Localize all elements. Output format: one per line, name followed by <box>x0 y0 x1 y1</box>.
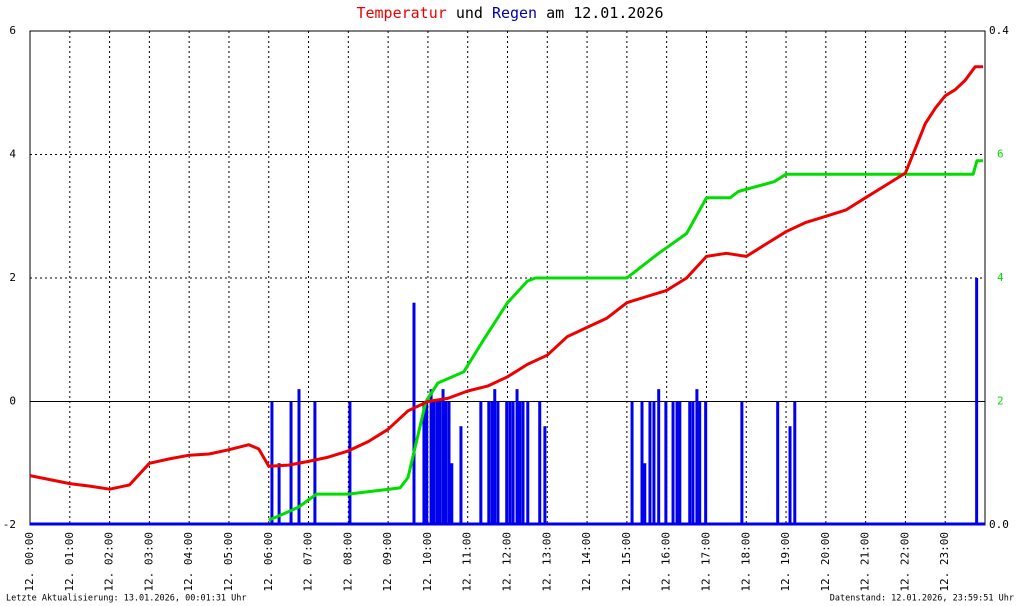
bar <box>313 401 317 525</box>
y-tick-label: 0 <box>9 395 16 408</box>
x-tick-label: 12. 10:00 <box>421 532 434 592</box>
x-tick-label: 12. 03:00 <box>142 532 155 592</box>
x-tick-label: 12. 18:00 <box>739 532 752 592</box>
bar <box>678 401 682 525</box>
bar <box>487 401 491 525</box>
y3-tick-label: 4 <box>997 271 1004 284</box>
x-tick-label: 12. 12:00 <box>501 532 514 592</box>
bar <box>490 401 494 525</box>
bar <box>277 463 281 525</box>
x-tick-label: 12. 16:00 <box>660 532 673 592</box>
bar <box>444 401 448 525</box>
bar <box>518 401 522 525</box>
x-tick-label: 12. 01:00 <box>63 532 76 592</box>
bar <box>640 401 644 525</box>
x-tick-label: 12. 08:00 <box>341 532 354 592</box>
x-tick-label: 12. 06:00 <box>262 532 275 592</box>
bar <box>704 401 708 525</box>
x-tick-label: 12. 04:00 <box>182 532 195 592</box>
y-tick-label: 2 <box>9 271 16 284</box>
y2-tick-label: 0.0 <box>989 518 1009 531</box>
x-tick-label: 12. 11:00 <box>461 532 474 592</box>
y3-tick-label: 2 <box>997 395 1004 408</box>
y-tick-label: -2 <box>3 518 16 531</box>
bar <box>505 401 509 525</box>
footer-right: Datenstand: 12.01.2026, 23:59:51 Uhr <box>830 594 1014 604</box>
bar <box>698 401 702 525</box>
x-tick-label: 12. 22:00 <box>898 532 911 592</box>
bar <box>425 401 429 525</box>
title-part: am 12.01.2026 <box>546 4 663 22</box>
bar <box>459 426 463 525</box>
bar <box>441 389 445 525</box>
bar <box>521 401 525 525</box>
x-tick-label: 12. 00:00 <box>23 532 36 592</box>
bar <box>538 401 542 525</box>
bar <box>526 401 530 525</box>
bar <box>648 401 652 525</box>
bar <box>740 401 744 525</box>
y-tick-label: 4 <box>9 148 16 161</box>
bar <box>493 389 497 525</box>
bar <box>412 302 416 525</box>
bar <box>447 401 451 525</box>
x-tick-label: 12. 07:00 <box>302 532 315 592</box>
bar <box>691 401 695 525</box>
line <box>268 159 983 522</box>
bar <box>657 389 661 525</box>
line <box>29 65 983 491</box>
bar <box>422 401 426 525</box>
bar <box>438 401 442 525</box>
bar <box>671 401 675 525</box>
x-tick-label: 12. 14:00 <box>580 532 593 592</box>
y3-tick-label: 6 <box>997 148 1004 161</box>
title-part: Regen <box>492 4 537 22</box>
x-tick-label: 12. 02:00 <box>103 532 116 592</box>
x-tick-label: 12. 20:00 <box>819 532 832 592</box>
bar <box>788 426 792 525</box>
bar <box>543 426 547 525</box>
x-tick-label: 12. 17:00 <box>699 532 712 592</box>
bar <box>688 401 692 525</box>
bar <box>508 401 512 525</box>
bar <box>664 401 668 525</box>
bar <box>643 463 647 525</box>
bar <box>297 389 301 525</box>
bar <box>479 401 483 525</box>
title-part: und <box>456 4 483 22</box>
x-tick-label: 12. 21:00 <box>859 532 872 592</box>
bar <box>695 389 699 525</box>
bar <box>793 401 797 525</box>
bar <box>511 401 515 525</box>
bar <box>429 389 433 525</box>
bar <box>435 401 439 525</box>
bar <box>515 389 519 525</box>
bar <box>450 463 454 525</box>
x-tick-label: 12. 23:00 <box>938 532 951 592</box>
x-tick-label: 12. 15:00 <box>620 532 633 592</box>
x-tick-label: 12. 13:00 <box>540 532 553 592</box>
bar <box>975 278 979 525</box>
bar <box>675 401 679 525</box>
bar <box>652 401 656 525</box>
bar <box>776 401 780 525</box>
chart-title: Temperatur und Regen am 12.01.2026 <box>356 4 663 22</box>
footer-left: Letzte Aktualisierung: 13.01.2026, 00:01… <box>6 594 247 604</box>
title-part: Temperatur <box>356 4 446 22</box>
bar <box>496 401 500 525</box>
bar <box>630 401 634 525</box>
y2-tick-label: 0.4 <box>989 24 1009 37</box>
bar <box>432 401 436 525</box>
bar <box>270 401 274 525</box>
bar <box>348 401 352 525</box>
x-tick-label: 12. 09:00 <box>381 532 394 592</box>
y-tick-label: 6 <box>9 24 16 37</box>
x-tick-label: 12. 05:00 <box>222 532 235 592</box>
x-tick-label: 12. 19:00 <box>779 532 792 592</box>
